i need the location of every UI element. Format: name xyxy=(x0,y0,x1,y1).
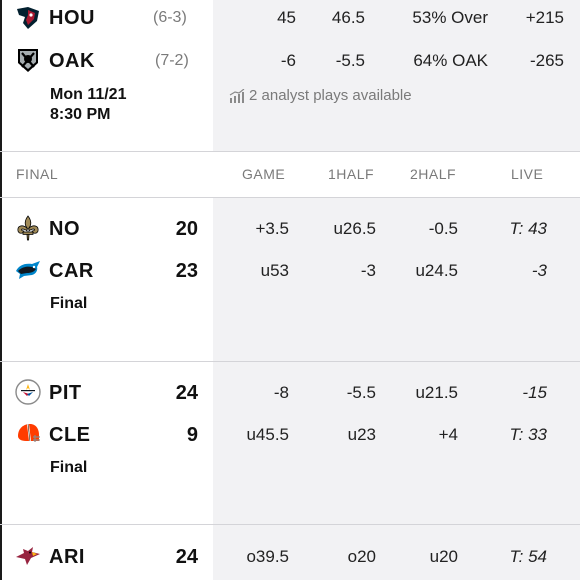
team-abbr-no: NO xyxy=(49,218,80,240)
saints-fleur-de-lis-icon xyxy=(17,215,39,241)
odds-total-hou[interactable]: 45 xyxy=(277,8,296,27)
odds-band-game-2 xyxy=(213,362,580,524)
divider xyxy=(0,524,580,525)
odds-1half-ari[interactable]: o20 xyxy=(347,547,376,566)
consensus-hou[interactable]: 53% Over xyxy=(412,8,488,27)
bar-chart-icon xyxy=(229,88,245,103)
panthers-logo-icon xyxy=(16,261,40,279)
team-abbr-cle: CLE xyxy=(49,424,91,446)
game-date: Mon 11/21 xyxy=(50,86,127,103)
odds-2half-pit[interactable]: u21.5 xyxy=(415,383,458,402)
left-edge-rule xyxy=(0,0,2,580)
analyst-plays-text: 2 analyst plays available xyxy=(249,87,412,104)
odds-2half-cle[interactable]: +4 xyxy=(438,425,458,444)
team-abbr-car: CAR xyxy=(49,260,94,282)
raiders-logo-icon xyxy=(18,49,38,72)
game-status: Final xyxy=(50,459,88,476)
team-score-pit: 24 xyxy=(175,382,198,404)
odds-live-cle[interactable]: T: 33 xyxy=(509,425,547,444)
divider xyxy=(0,197,580,198)
browns-helmet-icon xyxy=(18,424,40,442)
moneyline-oak[interactable]: -265 xyxy=(529,51,564,70)
odds-game-cle[interactable]: u45.5 xyxy=(246,425,289,444)
team-score-no: 20 xyxy=(175,218,198,240)
odds-2half-car[interactable]: u24.5 xyxy=(415,261,458,280)
odds-game-car[interactable]: u53 xyxy=(260,261,289,280)
game-time: 8:30 PM xyxy=(50,106,111,123)
team-record-hou: (6-3) xyxy=(153,9,187,26)
odds-1half-car[interactable]: -3 xyxy=(360,261,376,280)
odds-live-pit[interactable]: -15 xyxy=(522,383,547,402)
odds-1half-no[interactable]: u26.5 xyxy=(333,219,376,238)
odds-2half-no[interactable]: -0.5 xyxy=(428,219,458,238)
odds-live-no[interactable]: T: 43 xyxy=(509,219,547,238)
team-abbr-hou: HOU xyxy=(49,7,95,29)
cardinals-logo-icon xyxy=(16,547,40,565)
team-score-cle: 9 xyxy=(186,424,198,446)
column-header-live: LIVE xyxy=(511,166,544,182)
column-header-2half: 2HALF xyxy=(410,166,457,182)
odds-first-half-oak[interactable]: -5.5 xyxy=(335,51,365,70)
column-header-game: GAME xyxy=(242,166,286,182)
odds-band-game-1 xyxy=(213,198,580,361)
team-score-car: 23 xyxy=(175,260,198,282)
column-header-1half: 1HALF xyxy=(328,166,375,182)
divider xyxy=(0,151,580,152)
odds-first-half-hou[interactable]: 46.5 xyxy=(331,8,365,27)
game-status: Final xyxy=(50,295,88,312)
steelers-logo-icon xyxy=(15,379,41,405)
odds-live-ari[interactable]: T: 54 xyxy=(509,547,547,566)
team-abbr-pit: PIT xyxy=(49,382,82,404)
team-abbr-ari: ARI xyxy=(49,546,85,568)
analyst-plays-link[interactable]: 2 analyst plays available xyxy=(229,87,412,104)
team-abbr-oak: OAK xyxy=(49,50,95,72)
section-label-final: FINAL xyxy=(16,166,59,182)
odds-game-ari[interactable]: o39.5 xyxy=(246,547,289,566)
odds-band-upcoming xyxy=(213,0,580,151)
odds-1half-pit[interactable]: -5.5 xyxy=(346,383,376,402)
team-record-oak: (7-2) xyxy=(155,52,189,69)
odds-2half-ari[interactable]: u20 xyxy=(429,547,458,566)
odds-live-car[interactable]: -3 xyxy=(531,261,547,280)
consensus-oak[interactable]: 64% OAK xyxy=(413,51,488,70)
divider xyxy=(0,361,580,362)
odds-game-pit[interactable]: -8 xyxy=(273,383,289,402)
texans-logo-icon xyxy=(17,7,39,29)
odds-1half-cle[interactable]: u23 xyxy=(347,425,376,444)
team-score-ari: 24 xyxy=(175,546,198,568)
moneyline-hou[interactable]: +215 xyxy=(525,8,564,27)
odds-band-game-3 xyxy=(213,525,580,580)
odds-total-oak[interactable]: -6 xyxy=(280,51,296,70)
odds-game-no[interactable]: +3.5 xyxy=(255,219,289,238)
